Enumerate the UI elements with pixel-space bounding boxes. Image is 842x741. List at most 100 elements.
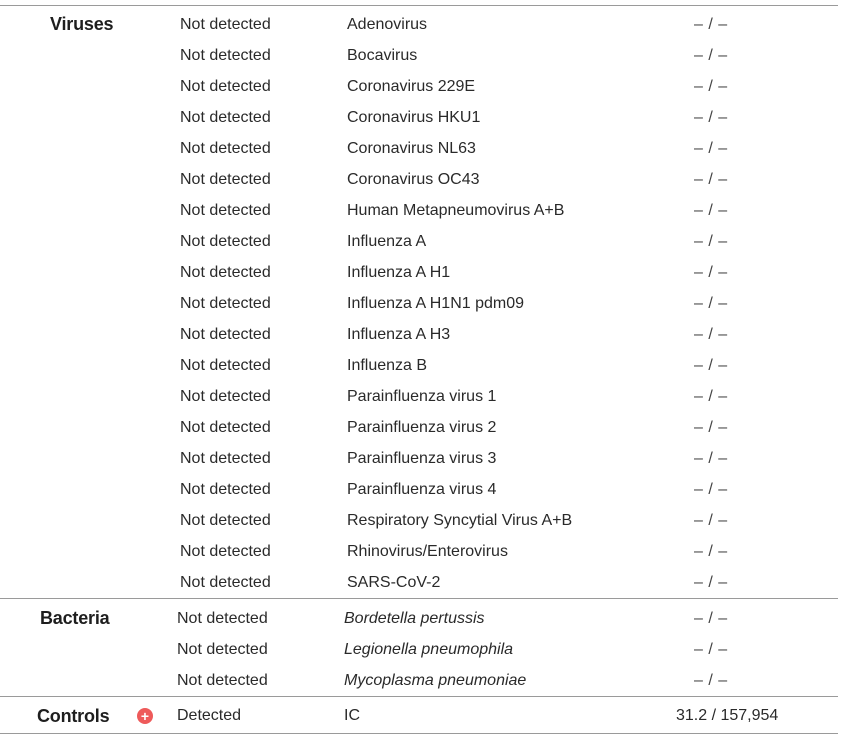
result-cell: Not detected xyxy=(180,295,271,312)
value-cell: – / – xyxy=(694,357,728,374)
value-cell: – / – xyxy=(694,78,728,95)
target-cell: Rhinovirus/Enterovirus xyxy=(347,543,508,560)
target-cell: Influenza A H1 xyxy=(347,264,451,281)
result-cell: Not detected xyxy=(180,16,271,33)
result-cell: Not detected xyxy=(180,543,271,560)
result-cell: Not detected xyxy=(180,233,271,250)
table-row: Not detected Parainfluenza virus 4 – / – xyxy=(0,474,842,505)
table-row: Not detected Parainfluenza virus 3 – / – xyxy=(0,443,842,474)
result-cell: Not detected xyxy=(180,47,271,64)
value-cell: – / – xyxy=(694,171,728,188)
target-cell: Adenovirus xyxy=(347,16,428,33)
target-cell: Influenza A H3 xyxy=(347,326,451,343)
result-cell: Not detected xyxy=(180,264,271,281)
result-cell: Not detected xyxy=(177,641,268,658)
target-cell: IC xyxy=(344,707,360,724)
target-cell: Parainfluenza virus 2 xyxy=(347,419,497,436)
value-cell: – / – xyxy=(694,419,728,436)
target-cell: Influenza A H1N1 pdm09 xyxy=(347,295,525,312)
value-cell: – / – xyxy=(694,481,728,498)
table-row: Not detected Coronavirus OC43 – / – xyxy=(0,164,842,195)
result-cell: Not detected xyxy=(180,171,271,188)
table-row: Not detected Bordetella pertussis – / – xyxy=(0,603,842,634)
result-cell: Not detected xyxy=(180,357,271,374)
result-cell: Not detected xyxy=(180,388,271,405)
result-cell: Not detected xyxy=(180,481,271,498)
result-cell: Detected xyxy=(177,707,242,724)
plus-circle-icon: + xyxy=(137,708,153,724)
value-cell: – / – xyxy=(694,672,728,689)
value-cell: 31.2 / 157,954 xyxy=(676,707,779,724)
top-divider xyxy=(0,5,838,6)
section-divider xyxy=(0,696,838,697)
target-cell: Influenza A xyxy=(347,233,427,250)
table-row: Not detected Influenza A H3 – / – xyxy=(0,319,842,350)
value-cell: – / – xyxy=(694,264,728,281)
target-cell: Mycoplasma pneumoniae xyxy=(344,672,527,689)
table-row: Not detected Influenza A H1 – / – xyxy=(0,257,842,288)
value-cell: – / – xyxy=(694,512,728,529)
target-cell: Coronavirus 229E xyxy=(347,78,476,95)
result-cell: Not detected xyxy=(180,140,271,157)
result-cell: Not detected xyxy=(180,419,271,436)
table-row: Not detected SARS-CoV-2 – / – xyxy=(0,567,842,598)
table-row: Not detected Bocavirus – / – xyxy=(0,40,842,71)
table-row: Not detected Adenovirus – / – xyxy=(0,9,842,40)
target-cell: Respiratory Syncytial Virus A+B xyxy=(347,512,573,529)
table-row: Not detected Rhinovirus/Enterovirus – / … xyxy=(0,536,842,567)
section-label-controls: Controls xyxy=(37,706,110,726)
value-cell: – / – xyxy=(694,16,728,33)
target-cell: SARS-CoV-2 xyxy=(347,574,441,591)
result-cell: Not detected xyxy=(180,78,271,95)
value-cell: – / – xyxy=(694,233,728,250)
result-cell: Not detected xyxy=(180,109,271,126)
target-cell: Parainfluenza virus 4 xyxy=(347,481,497,498)
target-cell: Human Metapneumovirus A+B xyxy=(347,202,565,219)
result-cell: Not detected xyxy=(180,450,271,467)
value-cell: – / – xyxy=(694,641,728,658)
section-divider xyxy=(0,598,838,599)
target-cell: Parainfluenza virus 3 xyxy=(347,450,497,467)
table-row: Not detected Influenza B – / – xyxy=(0,350,842,381)
value-cell: – / – xyxy=(694,295,728,312)
target-cell: Bocavirus xyxy=(347,47,418,64)
table-row: Not detected Influenza A – / – xyxy=(0,226,842,257)
table-row: Not detected Coronavirus 229E – / – xyxy=(0,71,842,102)
target-cell: Parainfluenza virus 1 xyxy=(347,388,497,405)
value-cell: – / – xyxy=(694,388,728,405)
table-row: + Detected IC 31.2 / 157,954 xyxy=(0,700,842,731)
target-cell: Coronavirus OC43 xyxy=(347,171,480,188)
table-row: Not detected Mycoplasma pneumoniae – / – xyxy=(0,665,842,696)
value-cell: – / – xyxy=(694,543,728,560)
result-cell: Not detected xyxy=(180,326,271,343)
table-row: Not detected Coronavirus NL63 – / – xyxy=(0,133,842,164)
result-cell: Not detected xyxy=(177,610,268,627)
table-row: Not detected Parainfluenza virus 2 – / – xyxy=(0,412,842,443)
table-row: Not detected Legionella pneumophila – / … xyxy=(0,634,842,665)
section-label-bacteria: Bacteria xyxy=(40,608,110,628)
value-cell: – / – xyxy=(694,109,728,126)
result-cell: Not detected xyxy=(180,202,271,219)
result-cell: Not detected xyxy=(177,672,268,689)
target-cell: Bordetella pertussis xyxy=(344,610,485,627)
target-cell: Legionella pneumophila xyxy=(344,641,514,658)
table-row: Not detected Coronavirus HKU1 – / – xyxy=(0,102,842,133)
table-row: Not detected Parainfluenza virus 1 – / – xyxy=(0,381,842,412)
value-cell: – / – xyxy=(694,202,728,219)
bottom-divider xyxy=(0,733,838,734)
value-cell: – / – xyxy=(694,450,728,467)
value-cell: – / – xyxy=(694,610,728,627)
table-row: Not detected Influenza A H1N1 pdm09 – / … xyxy=(0,288,842,319)
value-cell: – / – xyxy=(694,47,728,64)
table-row: Not detected Human Metapneumovirus A+B –… xyxy=(0,195,842,226)
value-cell: – / – xyxy=(694,574,728,591)
result-cell: Not detected xyxy=(180,574,271,591)
value-cell: – / – xyxy=(694,140,728,157)
result-cell: Not detected xyxy=(180,512,271,529)
section-label-viruses: Viruses xyxy=(50,14,114,34)
table-row: Not detected Respiratory Syncytial Virus… xyxy=(0,505,842,536)
target-cell: Influenza B xyxy=(347,357,428,374)
target-cell: Coronavirus NL63 xyxy=(347,140,476,157)
target-cell: Coronavirus HKU1 xyxy=(347,109,481,126)
